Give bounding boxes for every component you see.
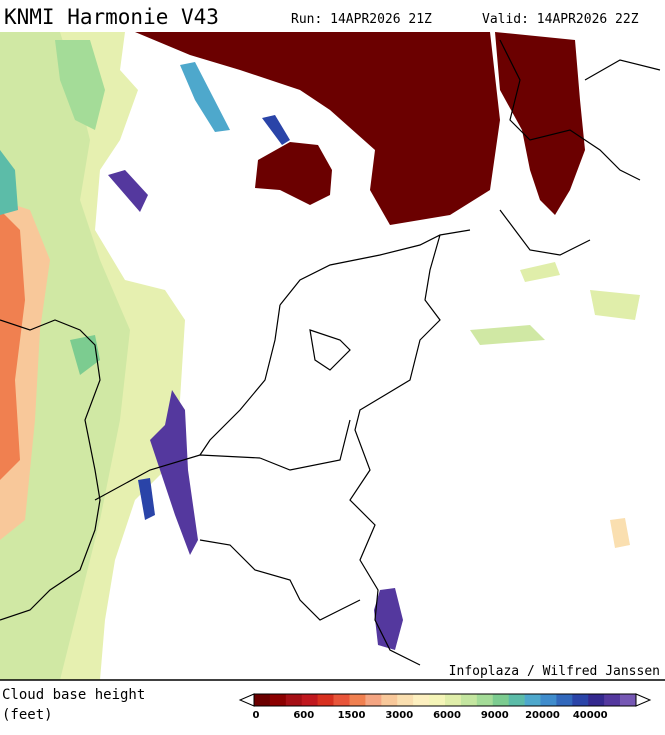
colorbar-arrow [635, 693, 652, 707]
coastline [199, 539, 361, 621]
color-swatch [492, 694, 509, 706]
cloud-area [135, 32, 500, 225]
cloud-area [262, 115, 290, 145]
colorbar-label: 20000 [525, 710, 560, 721]
cloud-area [0, 210, 25, 480]
color-swatch [476, 694, 494, 706]
coastline [0, 319, 101, 621]
colorbar-label: 1500 [338, 710, 366, 721]
cloud-area [590, 290, 640, 320]
cloud-area [138, 478, 155, 520]
color-swatch [349, 694, 366, 706]
color-swatch [620, 694, 637, 706]
color-swatch [445, 694, 462, 706]
color-swatch [413, 694, 430, 706]
cloud-area [55, 40, 105, 130]
color-swatch [524, 694, 541, 706]
colorbar-label: 600 [293, 710, 314, 721]
colorbar-label: 0 [253, 710, 260, 721]
color-swatch [333, 694, 350, 706]
color-swatch [429, 694, 446, 706]
colorbar-label: 40000 [573, 710, 608, 721]
color-swatch [301, 694, 318, 706]
color-swatch [285, 694, 303, 706]
colorbar: 0 600 1500 3000 6000 9000 20000 40000 [238, 693, 652, 721]
cloud-area [108, 170, 148, 212]
cloud-area [610, 518, 630, 548]
cloud-area [70, 335, 100, 375]
legend-title: Cloud base height [2, 687, 145, 703]
colorbar-arrow [238, 693, 255, 707]
cloud-area [470, 325, 545, 345]
color-swatch [604, 694, 621, 706]
credit: Infoplaza / Wilfred Janssen [449, 664, 660, 679]
cloud-area [495, 32, 585, 215]
colorbar-label: 6000 [433, 710, 461, 721]
cloud-area [150, 390, 198, 555]
cloud-area [0, 150, 18, 215]
colorbar-label: 3000 [385, 710, 413, 721]
color-swatch [397, 694, 414, 706]
color-swatch [572, 694, 589, 706]
color-swatch [254, 694, 271, 706]
cloud-area [180, 62, 230, 132]
color-swatch [508, 694, 525, 706]
coastline [499, 39, 661, 256]
color-swatch [269, 694, 287, 706]
cloud-area [374, 588, 403, 650]
valid-time: Valid: 14APR2026 22Z [482, 12, 639, 27]
coastline [199, 229, 471, 666]
title: KNMI Harmonie V43 [4, 5, 219, 29]
cloud-area [255, 142, 332, 205]
color-swatch [317, 694, 334, 706]
run-time: Run: 14APR2026 21Z [291, 12, 432, 27]
map: Infoplaza / Wilfred Janssen [0, 32, 665, 681]
color-swatch [588, 694, 605, 706]
color-swatch [460, 694, 478, 706]
coastline [309, 329, 351, 371]
color-swatch [540, 694, 557, 706]
color-swatch [365, 694, 382, 706]
colorbar-frame [253, 693, 637, 707]
color-swatch [556, 694, 573, 706]
cloud-area [520, 262, 560, 282]
colorbar-label: 9000 [481, 710, 509, 721]
color-swatch [381, 694, 398, 706]
coastline [94, 454, 261, 501]
legend-unit: (feet) [2, 707, 53, 723]
